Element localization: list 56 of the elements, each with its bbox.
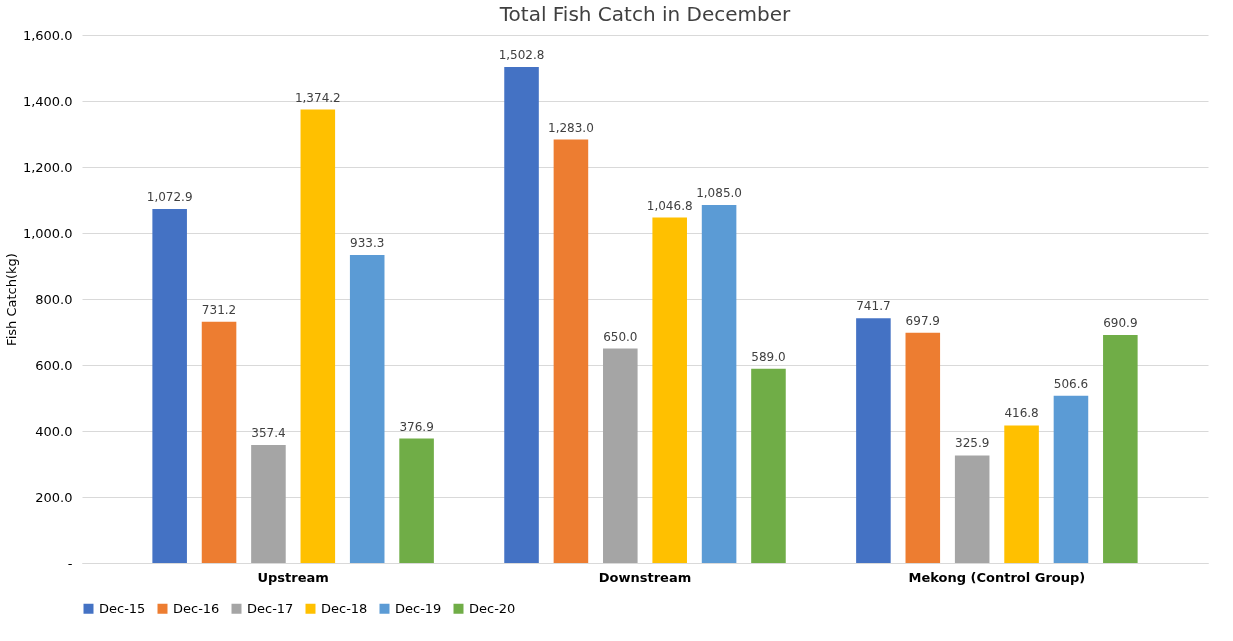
data-label: 589.0 bbox=[751, 349, 786, 364]
bar bbox=[504, 67, 539, 563]
y-tick-label: 200.0 bbox=[35, 489, 73, 505]
y-tick-label: 1,600.0 bbox=[22, 27, 73, 43]
y-tick-label: 800.0 bbox=[35, 291, 73, 307]
bar bbox=[251, 445, 286, 563]
data-label: 697.9 bbox=[905, 313, 940, 328]
data-label: 1,283.0 bbox=[548, 120, 594, 135]
data-label: 1,374.2 bbox=[294, 90, 341, 105]
bar bbox=[300, 109, 336, 563]
bar bbox=[152, 208, 187, 563]
bar bbox=[1004, 425, 1039, 563]
legend-label: Dec-17 bbox=[247, 600, 294, 616]
y-tick-label: 1,000.0 bbox=[22, 225, 73, 241]
data-label: 376.9 bbox=[399, 419, 434, 434]
y-tick-label: - bbox=[67, 555, 73, 571]
bar bbox=[553, 139, 589, 563]
legend-label: Dec-18 bbox=[321, 600, 368, 616]
x-tick-label: Downstream bbox=[598, 569, 692, 585]
x-tick-label: Mekong (Control Group) bbox=[908, 569, 1086, 585]
data-label: 933.3 bbox=[350, 236, 385, 251]
data-label: 1,085.0 bbox=[696, 185, 742, 200]
bar bbox=[701, 204, 737, 563]
bar bbox=[1053, 395, 1089, 563]
data-label: 690.9 bbox=[1103, 316, 1138, 330]
bar bbox=[1103, 335, 1138, 563]
legend-label: Dec-15 bbox=[99, 600, 146, 616]
bar bbox=[954, 455, 990, 563]
y-tick-label: 1,400.0 bbox=[22, 93, 73, 109]
legend-label: Dec-16 bbox=[173, 600, 220, 616]
data-label: 650.0 bbox=[603, 329, 638, 344]
x-tick-label: Upstream bbox=[257, 569, 329, 585]
data-label: 741.7 bbox=[856, 299, 891, 314]
data-label: 731.2 bbox=[201, 302, 237, 317]
chart-title: Total Fish Catch in December bbox=[498, 2, 792, 26]
y-axis-title: Fish Catch(kg) bbox=[3, 253, 19, 346]
data-label: 1,502.8 bbox=[498, 48, 545, 63]
data-label: 1,046.8 bbox=[646, 198, 693, 213]
bar bbox=[652, 217, 687, 563]
data-label: 416.8 bbox=[1004, 406, 1039, 421]
legend-label: Dec-20 bbox=[469, 600, 516, 616]
y-tick-label: 600.0 bbox=[35, 357, 73, 373]
bar bbox=[349, 255, 385, 563]
bar bbox=[856, 318, 891, 563]
data-label: 325.9 bbox=[955, 436, 990, 451]
bar bbox=[201, 321, 237, 563]
bar bbox=[603, 348, 638, 563]
bar bbox=[905, 332, 941, 563]
data-label: 357.4 bbox=[251, 426, 286, 441]
data-label: 1,072.9 bbox=[146, 189, 193, 204]
legend-label: Dec-19 bbox=[395, 600, 442, 616]
bar bbox=[399, 438, 434, 563]
y-tick-label: 400.0 bbox=[35, 423, 73, 439]
y-tick-label: 1,200.0 bbox=[22, 159, 73, 175]
data-label: 506.6 bbox=[1053, 376, 1089, 391]
bar bbox=[751, 368, 786, 563]
